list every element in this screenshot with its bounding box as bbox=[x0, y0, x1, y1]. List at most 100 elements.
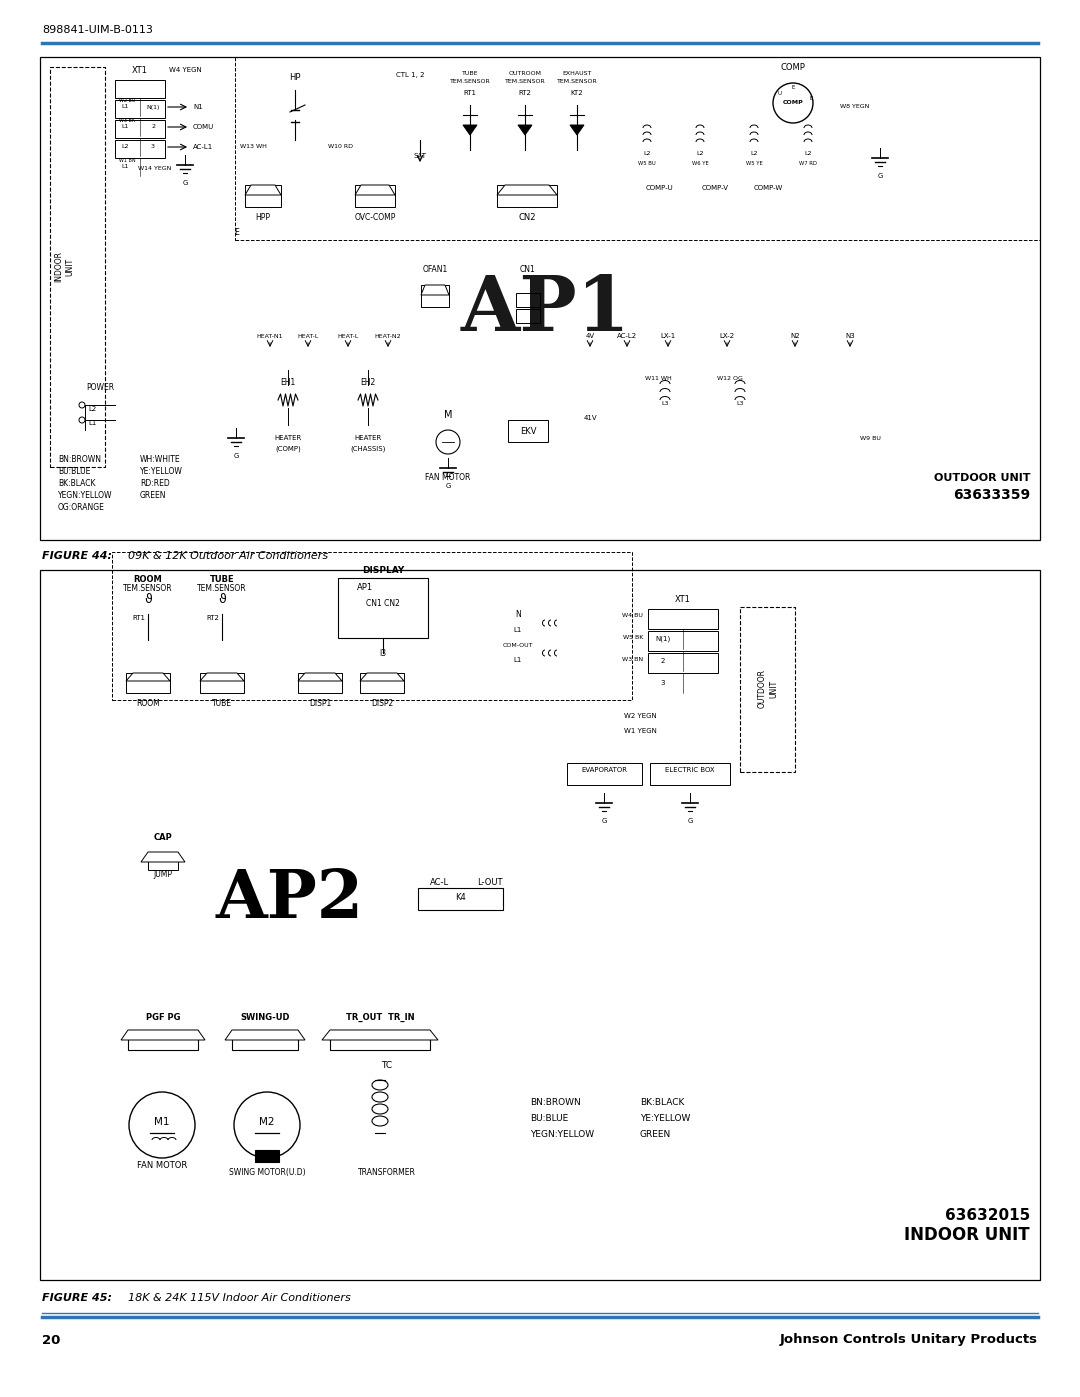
Text: N: N bbox=[515, 610, 521, 619]
Text: 18K & 24K 115V Indoor Air Conditioners: 18K & 24K 115V Indoor Air Conditioners bbox=[129, 1294, 351, 1303]
Text: INDOOR
UNIT: INDOOR UNIT bbox=[54, 251, 75, 282]
Text: COMU: COMU bbox=[193, 124, 214, 130]
Text: TEM.SENSOR: TEM.SENSOR bbox=[123, 584, 173, 592]
Polygon shape bbox=[298, 673, 342, 680]
Text: N1: N1 bbox=[193, 103, 203, 110]
Polygon shape bbox=[421, 285, 449, 295]
Text: L1: L1 bbox=[87, 420, 96, 426]
Text: COMP-U: COMP-U bbox=[646, 184, 674, 191]
Text: OUTDOOR
UNIT: OUTDOOR UNIT bbox=[758, 669, 778, 708]
Text: BK:BLACK: BK:BLACK bbox=[640, 1098, 685, 1106]
Text: ROOM: ROOM bbox=[134, 576, 162, 584]
Bar bbox=[235, 57, 1040, 240]
Text: N(1): N(1) bbox=[656, 636, 671, 643]
Text: L2: L2 bbox=[644, 151, 651, 156]
Text: 3: 3 bbox=[661, 680, 665, 686]
Text: HEATER: HEATER bbox=[274, 434, 301, 441]
Text: W5 BK: W5 BK bbox=[623, 636, 643, 640]
Text: GREEN: GREEN bbox=[140, 490, 166, 500]
Polygon shape bbox=[200, 673, 244, 680]
Bar bbox=[516, 309, 540, 323]
Text: XT1: XT1 bbox=[675, 595, 691, 604]
Text: L2: L2 bbox=[805, 151, 812, 156]
Text: INDOOR UNIT: INDOOR UNIT bbox=[904, 1227, 1030, 1243]
Text: W4 BU: W4 BU bbox=[622, 613, 643, 617]
Text: (CHASSIS): (CHASSIS) bbox=[350, 446, 386, 451]
Text: BU:BLUE: BU:BLUE bbox=[530, 1113, 568, 1123]
Text: TR_OUT  TR_IN: TR_OUT TR_IN bbox=[346, 1013, 415, 1023]
Text: COM-OUT: COM-OUT bbox=[503, 643, 534, 648]
Text: RD:RED: RD:RED bbox=[140, 479, 170, 488]
Text: RT1: RT1 bbox=[132, 615, 145, 622]
Text: TEM.SENSOR: TEM.SENSOR bbox=[198, 584, 247, 592]
Circle shape bbox=[234, 1092, 300, 1158]
Text: L1: L1 bbox=[121, 124, 129, 130]
Text: POWER: POWER bbox=[86, 383, 114, 393]
Text: L2: L2 bbox=[87, 407, 96, 412]
Text: YE:YELLOW: YE:YELLOW bbox=[640, 1113, 690, 1123]
Text: CAP: CAP bbox=[153, 833, 173, 842]
Polygon shape bbox=[355, 184, 395, 196]
Text: LX-1: LX-1 bbox=[660, 332, 676, 339]
Polygon shape bbox=[360, 673, 404, 680]
Polygon shape bbox=[121, 1030, 205, 1039]
Text: TEM.SENSOR: TEM.SENSOR bbox=[449, 80, 490, 84]
Text: AC-L: AC-L bbox=[431, 877, 449, 887]
Text: E: E bbox=[809, 96, 812, 101]
Polygon shape bbox=[497, 184, 557, 196]
Text: KT2: KT2 bbox=[570, 89, 583, 96]
Text: W12 OG: W12 OG bbox=[717, 376, 743, 381]
Text: N2: N2 bbox=[791, 332, 800, 339]
Text: ϑ: ϑ bbox=[144, 592, 152, 606]
Text: 898841-UIM-B-0113: 898841-UIM-B-0113 bbox=[42, 25, 153, 35]
Text: TEM.SENSOR: TEM.SENSOR bbox=[556, 80, 597, 84]
Text: HEAT-N2: HEAT-N2 bbox=[375, 334, 402, 339]
Polygon shape bbox=[570, 124, 584, 136]
Text: 41V: 41V bbox=[583, 415, 597, 420]
Text: RT2: RT2 bbox=[206, 615, 219, 622]
Text: W11 WH: W11 WH bbox=[645, 376, 672, 381]
Text: 63632015: 63632015 bbox=[945, 1207, 1030, 1222]
Text: W4 YEGN: W4 YEGN bbox=[168, 67, 201, 73]
Text: E: E bbox=[234, 228, 240, 237]
Bar bbox=[648, 631, 718, 651]
Text: W1 BN: W1 BN bbox=[119, 158, 135, 163]
Text: L-OUT: L-OUT bbox=[477, 877, 503, 887]
Text: SWING-UD: SWING-UD bbox=[240, 1013, 289, 1023]
Text: AP1: AP1 bbox=[356, 583, 373, 592]
Text: E: E bbox=[792, 85, 795, 89]
Text: EH2: EH2 bbox=[361, 379, 376, 387]
Polygon shape bbox=[518, 124, 532, 136]
Text: AP1: AP1 bbox=[460, 272, 630, 346]
Text: 4V: 4V bbox=[585, 332, 595, 339]
Text: G: G bbox=[687, 819, 692, 824]
Text: W5 YE: W5 YE bbox=[745, 161, 762, 166]
Text: BN:BROWN: BN:BROWN bbox=[58, 455, 102, 464]
Bar bbox=[114, 120, 165, 138]
Bar bbox=[421, 285, 449, 307]
Text: HEAT-N1: HEAT-N1 bbox=[257, 334, 283, 339]
Text: AP2: AP2 bbox=[216, 868, 364, 933]
Text: XT1: XT1 bbox=[132, 66, 148, 75]
Polygon shape bbox=[463, 124, 477, 136]
Text: WH:WHITE: WH:WHITE bbox=[140, 455, 180, 464]
Text: RT2: RT2 bbox=[518, 89, 531, 96]
Text: 09K & 12K Outdoor Air Conditioners: 09K & 12K Outdoor Air Conditioners bbox=[129, 550, 328, 562]
Text: TEM.SENSOR: TEM.SENSOR bbox=[504, 80, 545, 84]
Bar bbox=[508, 420, 548, 441]
Bar bbox=[648, 609, 718, 629]
Text: JUMP: JUMP bbox=[153, 870, 173, 879]
Polygon shape bbox=[225, 1030, 305, 1039]
Bar bbox=[650, 763, 730, 785]
Bar bbox=[148, 852, 178, 870]
Text: PGF PG: PGF PG bbox=[146, 1013, 180, 1023]
Text: W3 BK: W3 BK bbox=[119, 119, 135, 123]
Text: RT1: RT1 bbox=[463, 89, 476, 96]
Text: K4: K4 bbox=[455, 893, 465, 901]
Text: M2: M2 bbox=[259, 1118, 274, 1127]
Text: BN:BROWN: BN:BROWN bbox=[530, 1098, 581, 1106]
Text: W14 YEGN: W14 YEGN bbox=[138, 166, 172, 170]
Text: CN1: CN1 bbox=[521, 265, 536, 274]
Text: W13 WH: W13 WH bbox=[240, 144, 267, 149]
Text: FAN MOTOR: FAN MOTOR bbox=[426, 474, 471, 482]
